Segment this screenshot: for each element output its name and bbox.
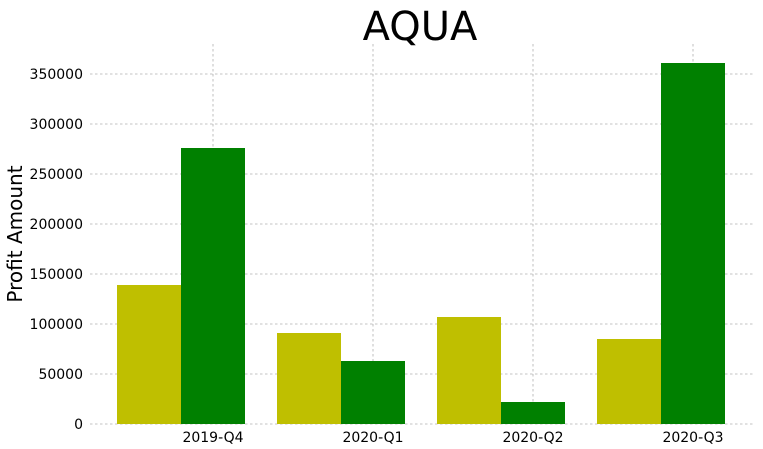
bar-series-1 bbox=[277, 333, 341, 424]
chart-title: AQUA bbox=[363, 4, 478, 50]
y-tick-label: 100000 bbox=[30, 317, 83, 333]
x-tick-labels: 2019-Q4 2020-Q1 2020-Q2 2020-Q3 bbox=[182, 430, 723, 446]
bar-series-1 bbox=[117, 285, 181, 424]
x-tick-label: 2020-Q1 bbox=[342, 430, 403, 446]
y-tick-label: 50000 bbox=[38, 367, 83, 383]
x-tick-label: 2019-Q4 bbox=[182, 430, 243, 446]
x-tick-label: 2020-Q3 bbox=[662, 430, 723, 446]
y-tick-label: 0 bbox=[74, 417, 83, 433]
y-tick-labels: 0 50000 100000 150000 200000 250000 300000 3500… bbox=[30, 67, 83, 433]
bar-series-1 bbox=[597, 339, 661, 424]
bars bbox=[117, 63, 725, 424]
y-tick-label: 350000 bbox=[30, 67, 83, 83]
bar-series-2 bbox=[501, 402, 565, 424]
y-axis-label: Profit Amount bbox=[3, 165, 27, 302]
y-tick-label: 150000 bbox=[30, 267, 83, 283]
bar-series-2 bbox=[181, 148, 245, 424]
bar-series-1 bbox=[437, 317, 501, 424]
y-tick-label: 250000 bbox=[30, 167, 83, 183]
x-tick-label: 2020-Q2 bbox=[502, 430, 563, 446]
bar-series-2 bbox=[341, 361, 405, 424]
bar-series-2 bbox=[661, 63, 725, 424]
y-tick-label: 300000 bbox=[30, 117, 83, 133]
y-tick-label: 200000 bbox=[30, 217, 83, 233]
